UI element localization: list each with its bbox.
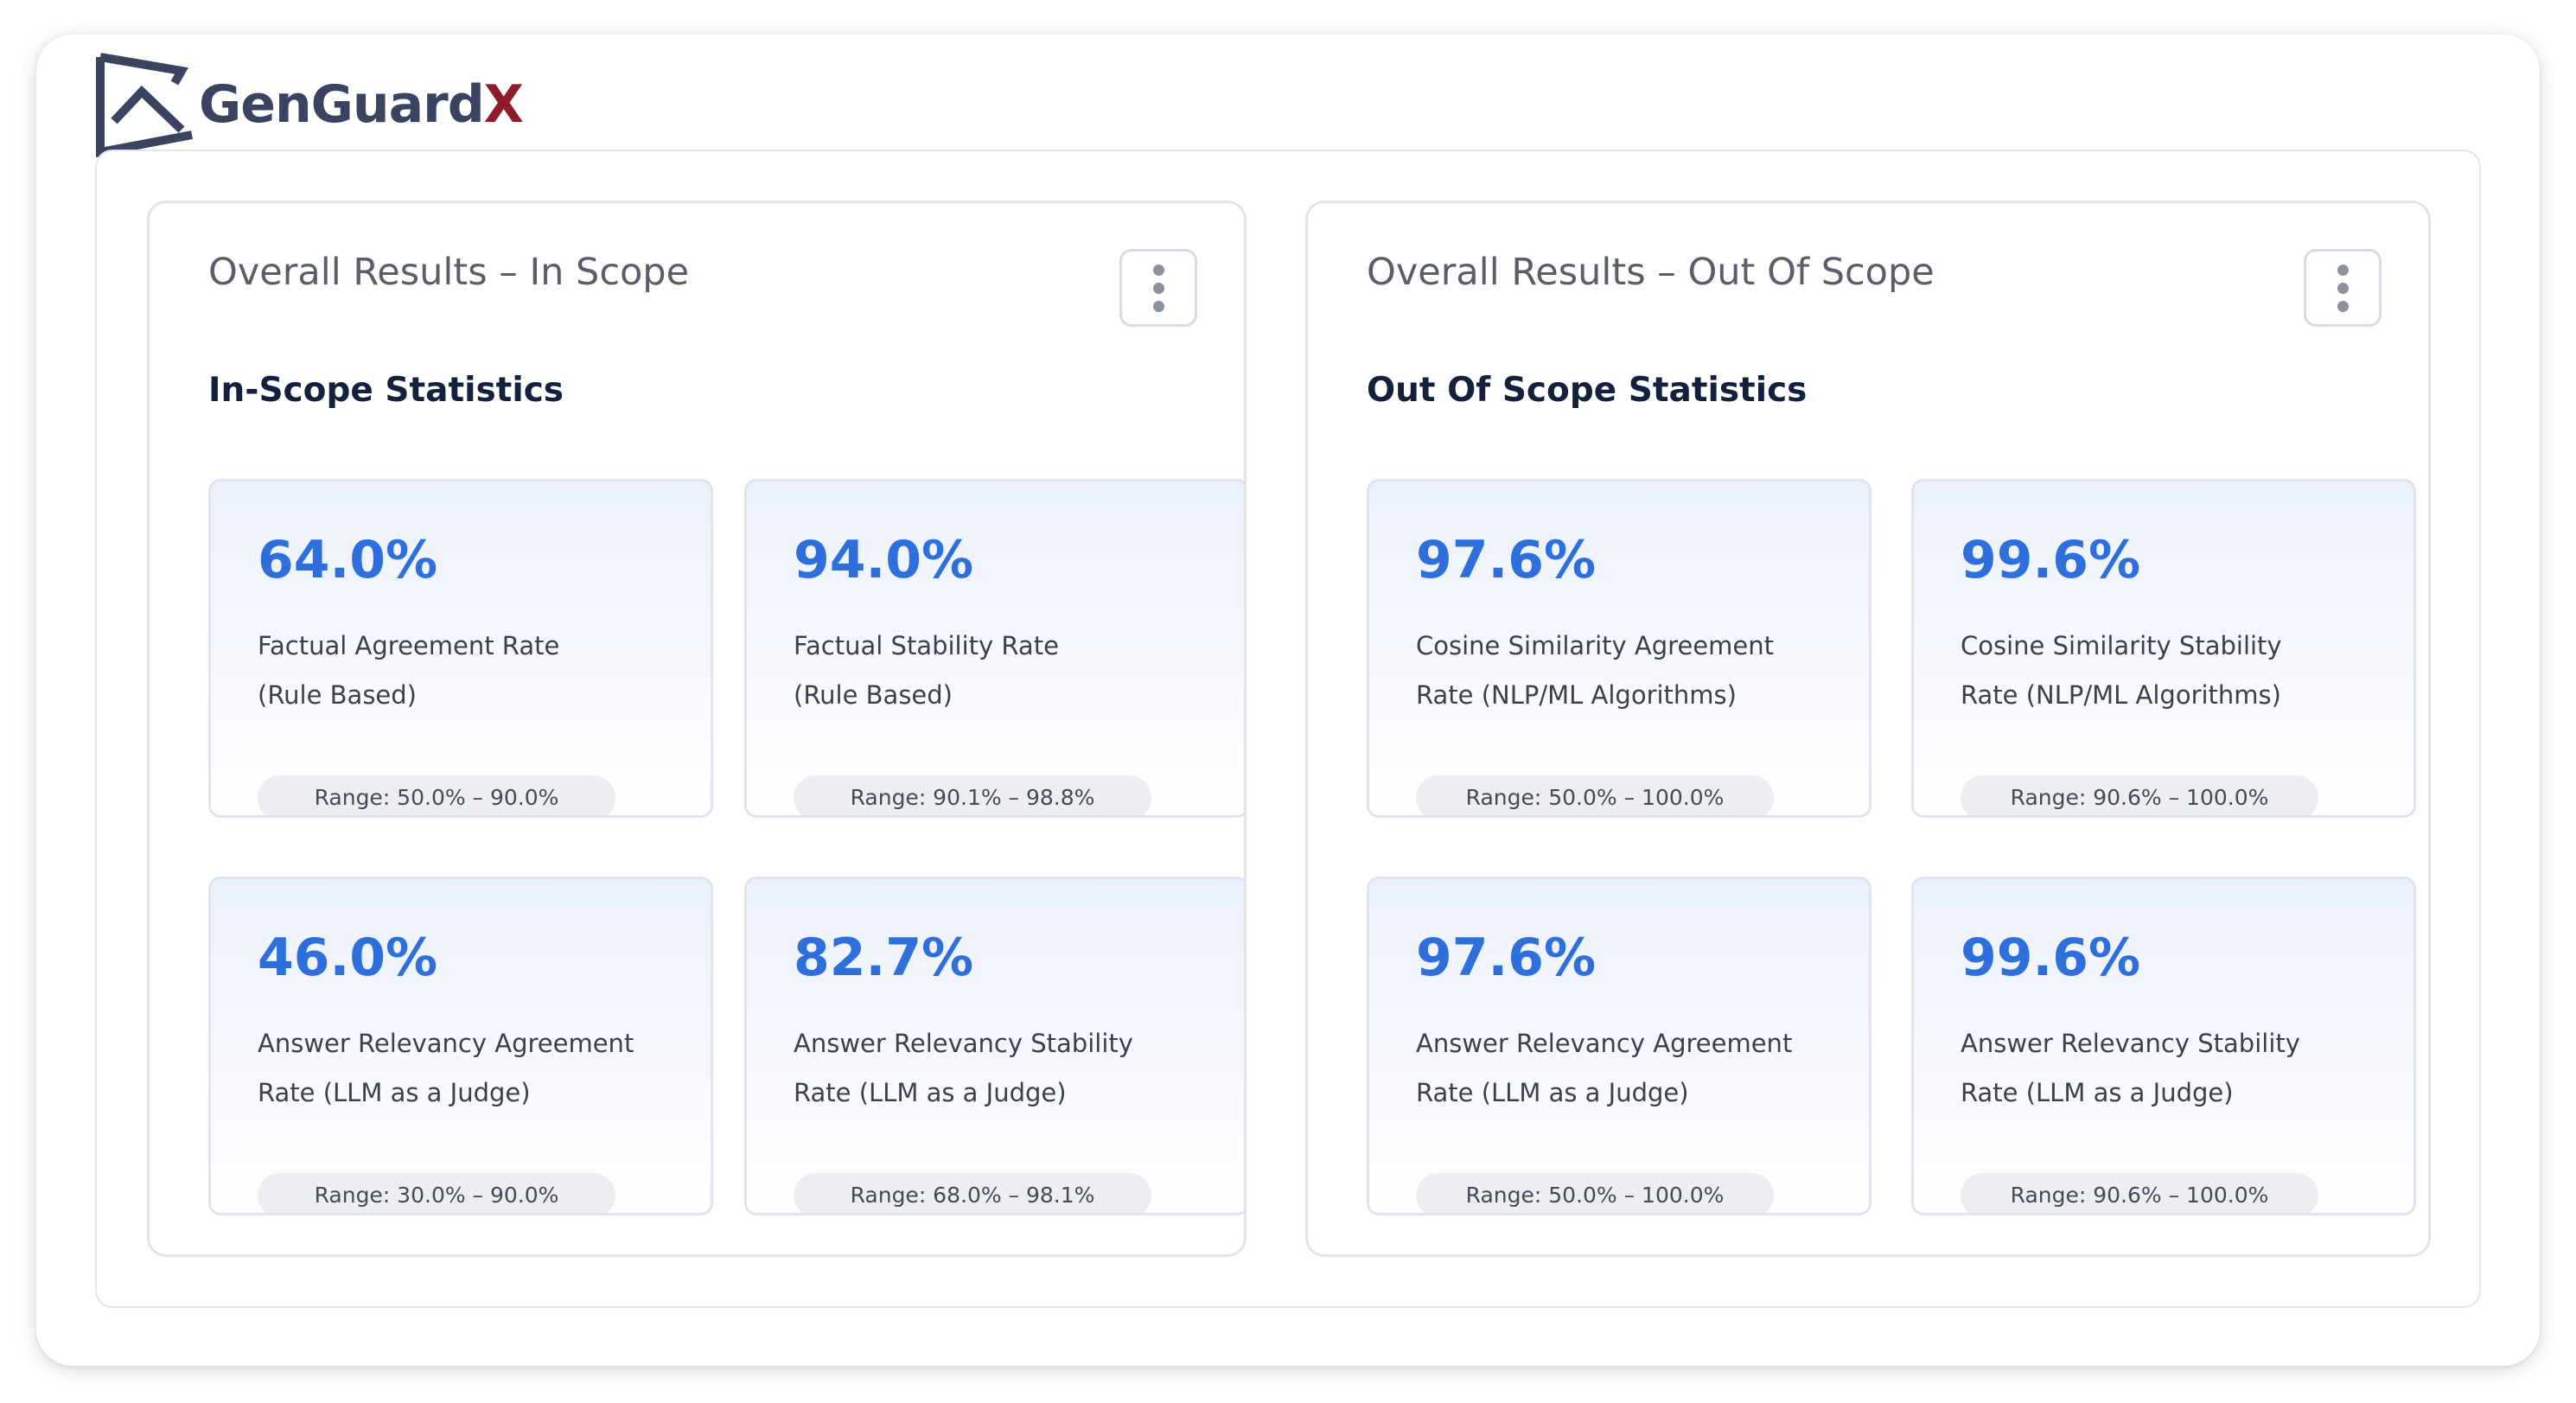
stat-value: 97.6%: [1416, 928, 1597, 988]
stat-label: Factual Agreement Rate (Rule Based): [258, 631, 560, 710]
stat-label: Answer Relevancy Stability Rate (LLM as …: [794, 1029, 1133, 1107]
stat-value: 46.0%: [258, 928, 438, 988]
stat-value: 94.0%: [794, 530, 974, 590]
stat-label: Answer Relevancy Agreement Rate (LLM as …: [258, 1029, 634, 1107]
range-badge: Range: 68.0% – 98.1%: [794, 1173, 1151, 1213]
vertical-ellipsis-icon: [2337, 264, 2349, 276]
stat-label: Cosine Similarity Agreement Rate (NLP/ML…: [1416, 631, 1774, 710]
stat-value: 99.6%: [1961, 928, 2141, 988]
in-scope-menu-button[interactable]: [1119, 249, 1197, 327]
out-of-scope-panel-title: Overall Results – Out Of Scope: [1367, 251, 1935, 294]
stat-card-cosine-stability: 99.6% Cosine Similarity Stability Rate (…: [1911, 479, 2416, 818]
range-badge: Range: 50.0% – 100.0%: [1416, 1173, 1774, 1213]
stat-card-answer-relevancy-stability: 99.6% Answer Relevancy Stability Rate (L…: [1911, 877, 2416, 1215]
logo-accent-x: X: [483, 74, 524, 135]
stat-label: Factual Stability Rate (Rule Based): [794, 631, 1059, 710]
range-badge: Range: 90.6% – 100.0%: [1961, 1173, 2318, 1213]
stat-value: 97.6%: [1416, 530, 1597, 590]
logo-mark-icon: [96, 53, 193, 157]
out-of-scope-panel: Overall Results – Out Of Scope Out Of Sc…: [1305, 201, 2431, 1257]
out-of-scope-stats-heading: Out Of Scope Statistics: [1367, 371, 1808, 410]
stat-label: Answer Relevancy Stability Rate (LLM as …: [1961, 1029, 2300, 1107]
stat-card-answer-relevancy-stability: 82.7% Answer Relevancy Stability Rate (L…: [744, 877, 1244, 1215]
vertical-ellipsis-icon: [1152, 264, 1164, 276]
range-badge: Range: 50.0% – 90.0%: [258, 775, 615, 815]
stat-card-factual-stability: 94.0% Factual Stability Rate (Rule Based…: [744, 479, 1244, 818]
in-scope-panel: Overall Results – In Scope In-Scope Stat…: [147, 201, 1247, 1257]
in-scope-stats-heading: In-Scope Statistics: [208, 371, 564, 410]
out-of-scope-menu-button[interactable]: [2304, 249, 2382, 327]
stat-value: 64.0%: [258, 530, 438, 590]
logo-wordmark: GenGuardX: [199, 74, 524, 135]
stat-card-factual-agreement: 64.0% Factual Agreement Rate (Rule Based…: [208, 479, 713, 818]
stat-value: 82.7%: [794, 928, 974, 988]
range-badge: Range: 90.6% – 100.0%: [1961, 775, 2318, 815]
stat-value: 99.6%: [1961, 530, 2141, 590]
stat-label: Answer Relevancy Agreement Rate (LLM as …: [1416, 1029, 1793, 1107]
stat-card-answer-relevancy-agreement: 46.0% Answer Relevancy Agreement Rate (L…: [208, 877, 713, 1215]
range-badge: Range: 90.1% – 98.8%: [794, 775, 1151, 815]
range-badge: Range: 50.0% – 100.0%: [1416, 775, 1774, 815]
stat-card-answer-relevancy-agreement: 97.6% Answer Relevancy Agreement Rate (L…: [1367, 877, 1871, 1215]
range-badge: Range: 30.0% – 90.0%: [258, 1173, 615, 1213]
in-scope-panel-title: Overall Results – In Scope: [208, 251, 690, 294]
stat-label: Cosine Similarity Stability Rate (NLP/ML…: [1961, 631, 2282, 710]
stat-card-cosine-agreement: 97.6% Cosine Similarity Agreement Rate (…: [1367, 479, 1871, 818]
genguardx-logo: GenGuardX: [95, 52, 524, 157]
